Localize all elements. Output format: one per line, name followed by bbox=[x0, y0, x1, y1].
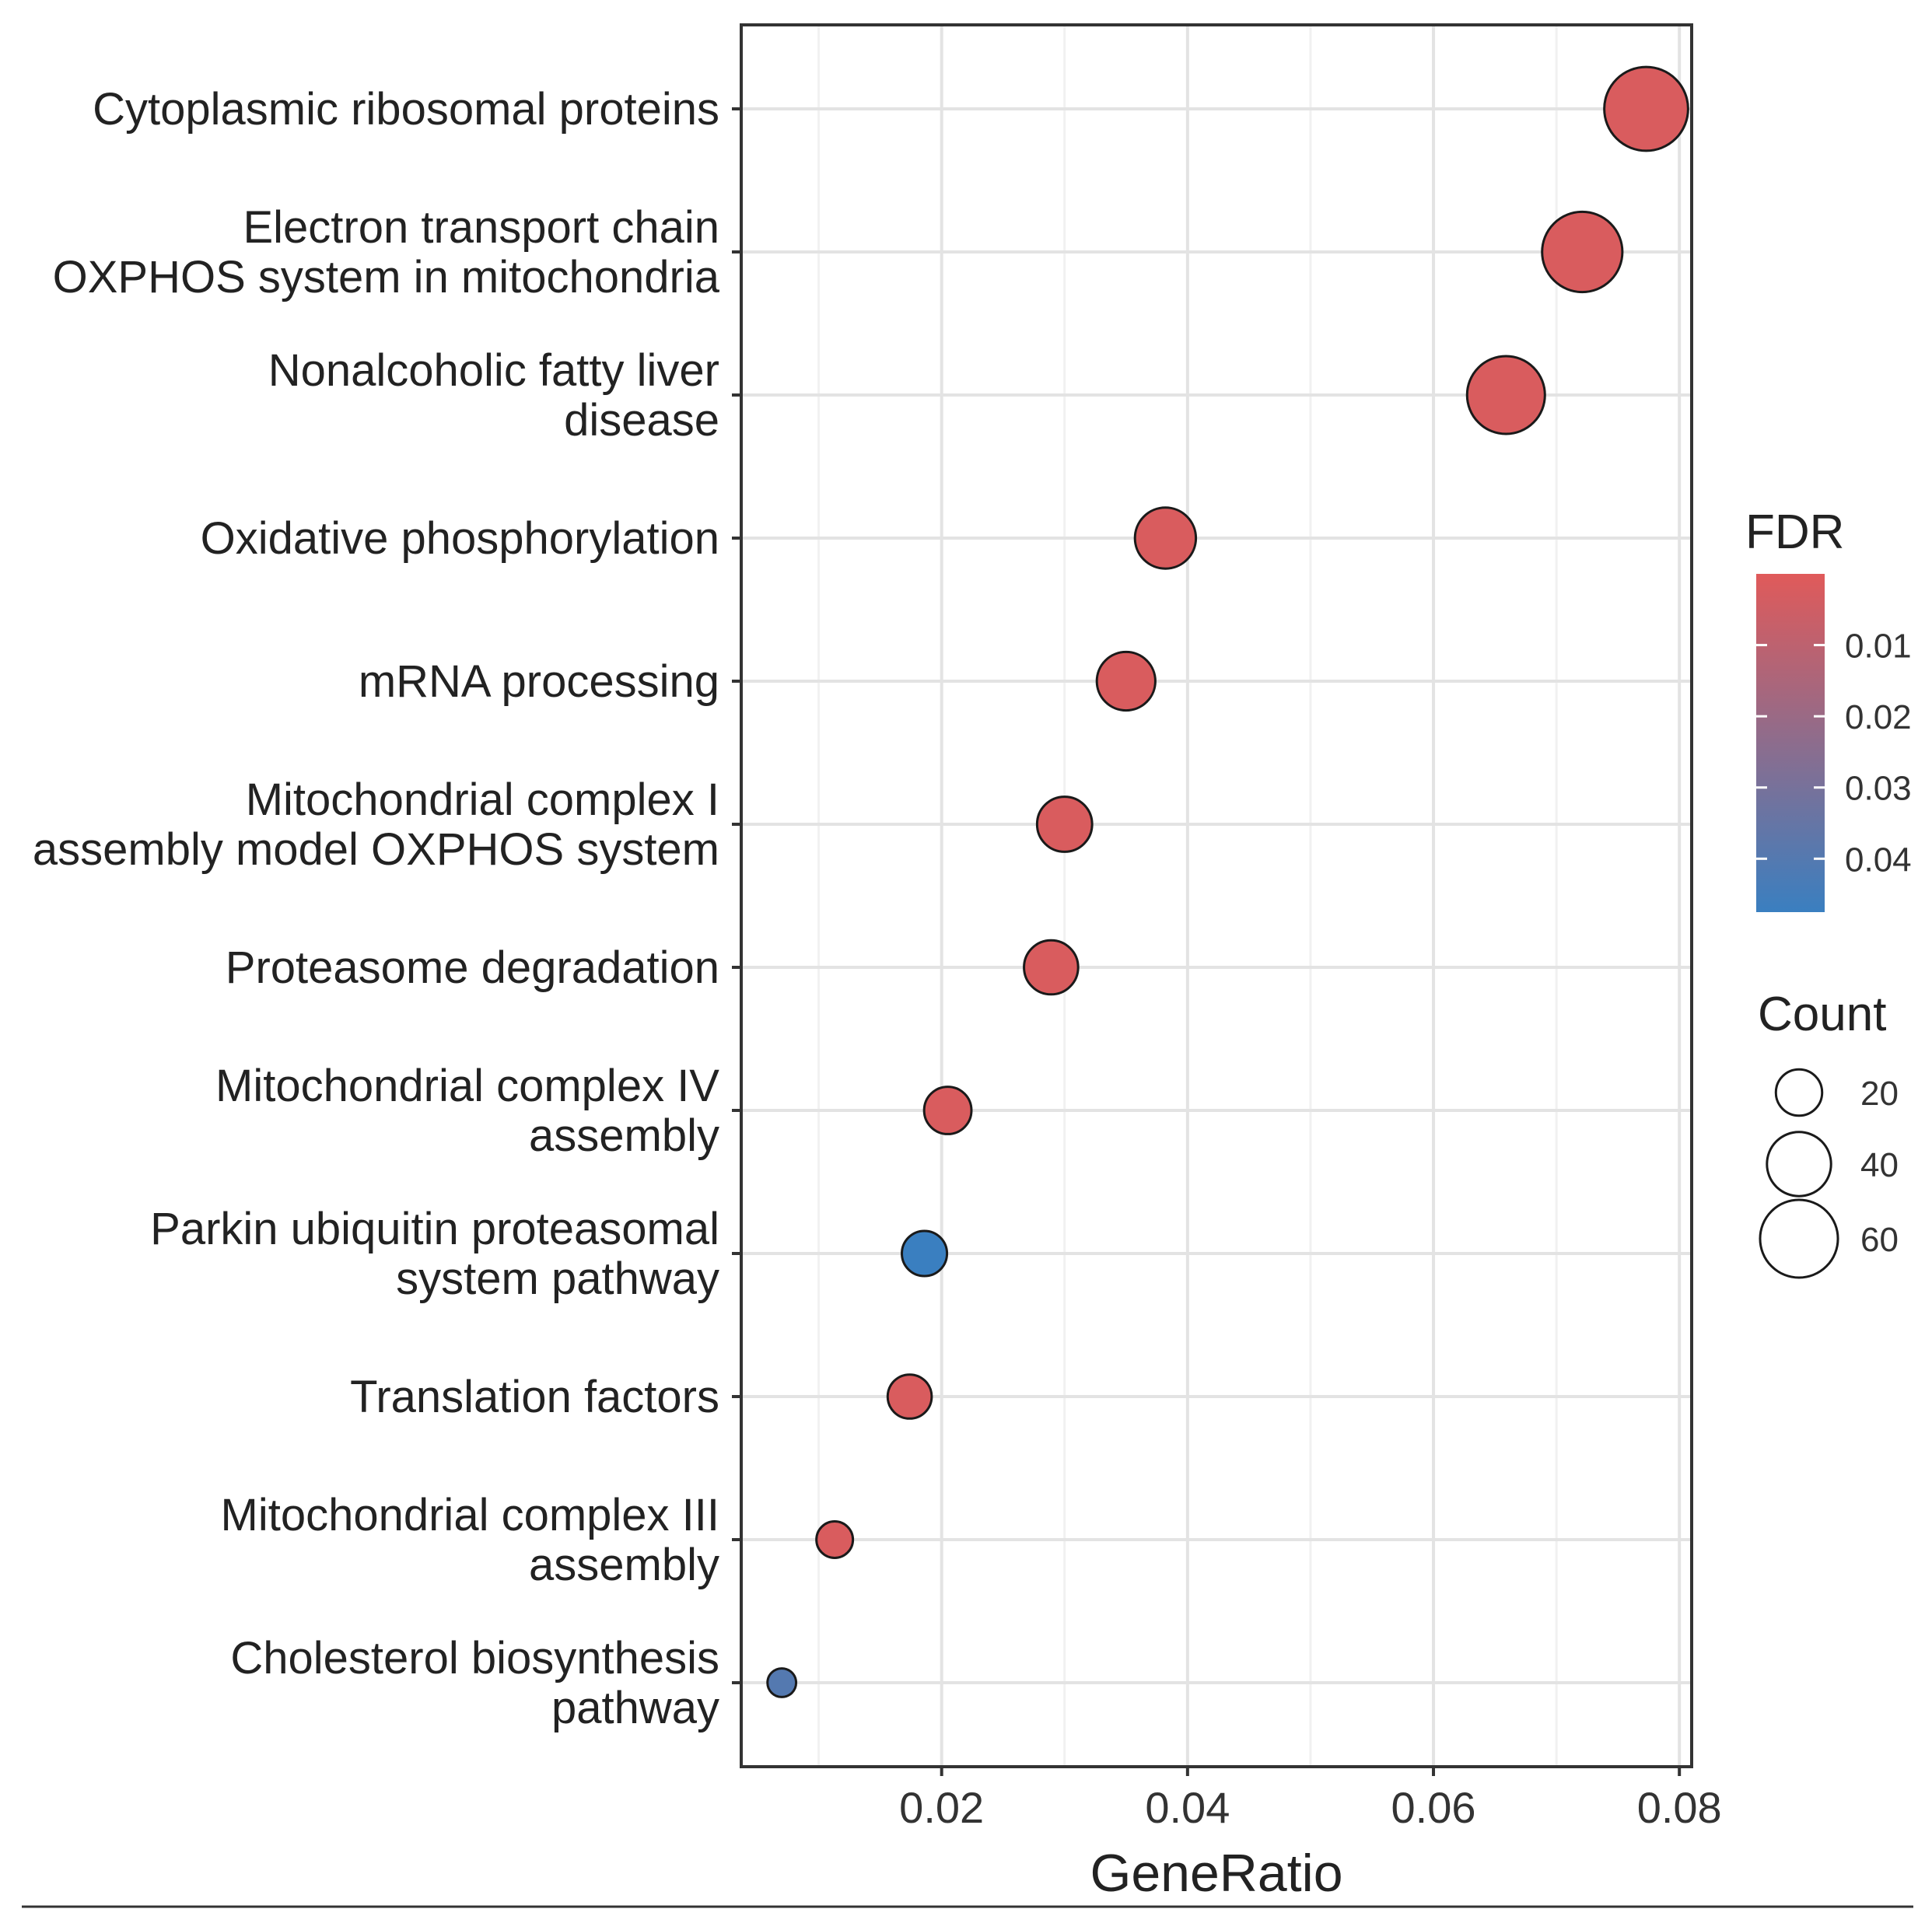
fdr-colorbar bbox=[1756, 574, 1825, 912]
data-point bbox=[1095, 650, 1157, 712]
fdr-tick-label: 0.01 bbox=[1845, 628, 1912, 666]
count-key-circle bbox=[1766, 1131, 1832, 1198]
count-key-label: 60 bbox=[1860, 1221, 1899, 1259]
data-point bbox=[1035, 795, 1094, 853]
data-point bbox=[766, 1667, 798, 1698]
data-point bbox=[1023, 939, 1080, 996]
y-category-label: Cholesterol biosynthesis pathway bbox=[230, 1633, 719, 1733]
data-point bbox=[886, 1373, 933, 1420]
x-axis: 0.02 0.04 0.06 0.08 bbox=[899, 1767, 1722, 1832]
data-point bbox=[1603, 65, 1689, 152]
y-category-label: Proteasome degradation bbox=[226, 942, 719, 993]
y-category-label: Electron transport chain OXPHOS system in… bbox=[53, 202, 720, 302]
fdr-tick-label: 0.04 bbox=[1845, 841, 1912, 879]
y-category-label: Parkin ubiquitin proteasomal system pathw… bbox=[150, 1204, 719, 1304]
x-tick-label: 0.08 bbox=[1637, 1783, 1722, 1832]
y-category-label: Translation factors bbox=[350, 1372, 719, 1422]
count-key-circle bbox=[1759, 1198, 1839, 1279]
y-category-label: Mitochondrial complex III assembly bbox=[221, 1490, 719, 1590]
x-tick-label: 0.04 bbox=[1145, 1783, 1230, 1832]
count-legend-title: Count bbox=[1758, 988, 1886, 1041]
fdr-tick-label: 0.02 bbox=[1845, 698, 1912, 736]
y-axis: Cytoplasmic ribosomal proteins Electron t… bbox=[33, 84, 741, 1733]
data-point bbox=[1465, 355, 1546, 435]
data-point bbox=[901, 1229, 949, 1278]
data-point bbox=[1133, 506, 1198, 570]
minor-gridlines bbox=[817, 25, 1558, 1767]
count-key-circle bbox=[1774, 1068, 1824, 1117]
y-category-label: mRNA processing bbox=[359, 656, 719, 707]
y-category-label: Cytoplasmic ribosomal proteins bbox=[93, 84, 719, 135]
y-category-label: Nonalcoholic fatty liver disease bbox=[268, 345, 719, 446]
data-point bbox=[1541, 210, 1624, 294]
fdr-legend-title: FDR bbox=[1745, 505, 1844, 559]
x-tick-label: 0.06 bbox=[1391, 1783, 1476, 1832]
x-tick-label: 0.02 bbox=[899, 1783, 984, 1832]
data-point bbox=[922, 1086, 973, 1135]
fdr-legend: FDR 0.01 0.02 0.03 0.04 bbox=[1745, 505, 1912, 912]
data-point bbox=[815, 1520, 855, 1559]
x-axis-title: GeneRatio bbox=[1090, 1844, 1342, 1903]
count-key-label: 20 bbox=[1860, 1075, 1899, 1113]
y-category-label: Mitochondrial complex IV assembly bbox=[215, 1061, 719, 1161]
data-points bbox=[766, 65, 1689, 1698]
major-gridlines bbox=[741, 25, 1692, 1767]
panel-background bbox=[741, 25, 1692, 1767]
count-legend: Count 20 40 60 bbox=[1758, 988, 1899, 1279]
y-category-label: Oxidative phosphorylation bbox=[201, 513, 719, 564]
count-key-label: 40 bbox=[1860, 1146, 1899, 1184]
panel-border bbox=[740, 23, 1693, 1768]
fdr-tick-label: 0.03 bbox=[1845, 770, 1912, 808]
